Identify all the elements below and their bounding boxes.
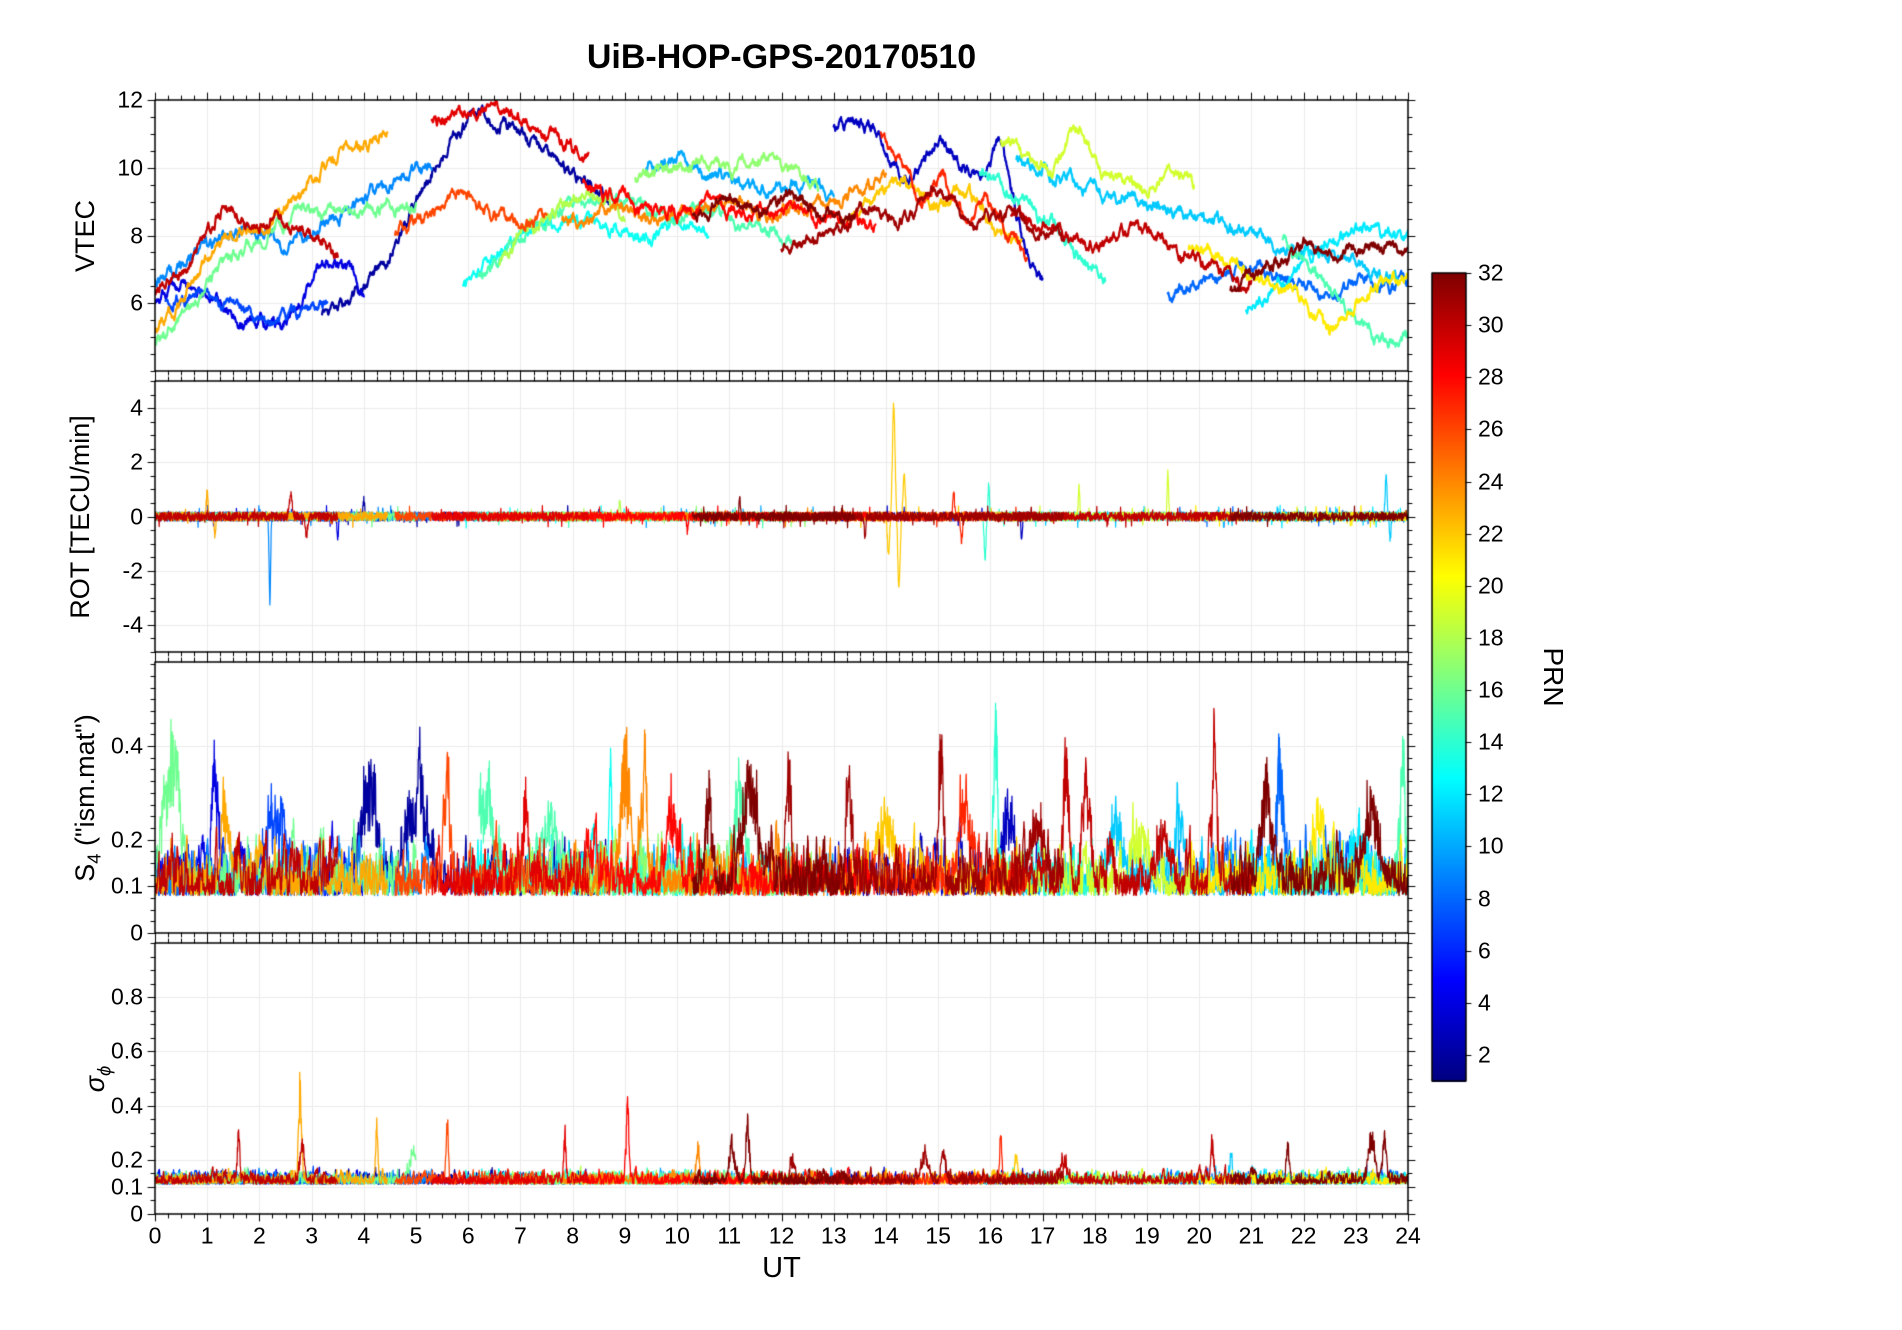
chart-title: UiB-HOP-GPS-20170510 bbox=[586, 38, 977, 76]
x-tick-label: 1 bbox=[200, 1222, 214, 1249]
y-tick-label: 0 bbox=[130, 919, 143, 946]
x-tick-label: 3 bbox=[305, 1222, 319, 1249]
y-tick-label: 0.6 bbox=[111, 1037, 143, 1064]
y-tick-label: 0.8 bbox=[111, 983, 143, 1010]
x-tick-label: 0 bbox=[148, 1222, 162, 1249]
x-tick-label: 8 bbox=[566, 1222, 580, 1249]
colorbar-tick-label: 32 bbox=[1478, 259, 1504, 286]
colorbar-tick-label: 28 bbox=[1478, 363, 1504, 390]
colorbar-tick-label: 10 bbox=[1478, 832, 1504, 859]
x-tick-label: 5 bbox=[409, 1222, 423, 1249]
x-tick-label: 7 bbox=[514, 1222, 527, 1249]
y-tick-label: 12 bbox=[117, 86, 143, 113]
colorbar-tick-label: 2 bbox=[1478, 1041, 1491, 1068]
x-tick-label: 16 bbox=[977, 1222, 1004, 1249]
y-tick-label: 0.1 bbox=[111, 1173, 143, 1200]
y-tick-label: 10 bbox=[117, 154, 143, 181]
y-tick-label: 2 bbox=[130, 448, 143, 475]
y-tick-label: 4 bbox=[130, 394, 143, 421]
y-tick-label: 0 bbox=[130, 1200, 143, 1227]
ylabel-s4-rest: ("ism.mat") bbox=[70, 714, 100, 854]
colorbar-tick-label: 6 bbox=[1478, 937, 1491, 964]
x-tick-label: 13 bbox=[820, 1222, 847, 1249]
colorbar-tick-label: 22 bbox=[1478, 520, 1504, 547]
x-tick-label: 19 bbox=[1134, 1222, 1160, 1249]
x-tick-label: 18 bbox=[1081, 1222, 1108, 1249]
ylabel-sigma-phi: σϕ bbox=[77, 899, 115, 1259]
y-tick-label: 0.2 bbox=[111, 1146, 143, 1173]
colorbar-label: PRN bbox=[1538, 647, 1569, 707]
x-tick-label: 14 bbox=[873, 1222, 899, 1249]
y-tick-label: -2 bbox=[122, 557, 143, 584]
ylabel-sigma-main: σ bbox=[80, 1075, 110, 1093]
colorbar-tick-label: 16 bbox=[1478, 676, 1504, 703]
y-tick-label: 8 bbox=[130, 222, 143, 248]
colorbar-tick-label: 12 bbox=[1478, 780, 1504, 807]
y-tick-label: -4 bbox=[122, 611, 143, 638]
x-tick-label: 11 bbox=[717, 1222, 742, 1249]
colorbar-tick-label: 14 bbox=[1478, 728, 1504, 755]
x-tick-label: 9 bbox=[618, 1222, 632, 1249]
colorbar-tick-label: 18 bbox=[1478, 624, 1504, 651]
x-tick-label: 6 bbox=[461, 1222, 475, 1249]
colorbar-tick-label: 30 bbox=[1478, 311, 1504, 338]
x-tick-label: 21 bbox=[1238, 1222, 1265, 1249]
x-tick-label: 15 bbox=[925, 1222, 951, 1249]
colorbar-tick-label: 4 bbox=[1478, 989, 1491, 1016]
x-tick-label: 23 bbox=[1342, 1222, 1369, 1249]
x-axis-label: UT bbox=[762, 1252, 801, 1284]
x-tick-label: 10 bbox=[664, 1222, 690, 1249]
x-tick-label: 12 bbox=[768, 1222, 795, 1249]
y-tick-label: 0 bbox=[130, 503, 143, 529]
y-tick-label: 0.2 bbox=[111, 826, 143, 853]
ylabel-s4-main: S bbox=[70, 863, 100, 882]
y-tick-label: 0.4 bbox=[111, 732, 143, 759]
colorbar-tick-label: 26 bbox=[1478, 415, 1504, 442]
x-tick-label: 22 bbox=[1290, 1222, 1317, 1249]
x-tick-label: 17 bbox=[1029, 1222, 1056, 1249]
x-tick-label: 20 bbox=[1186, 1222, 1212, 1249]
colorbar-tick-label: 20 bbox=[1478, 572, 1504, 599]
x-tick-label: 2 bbox=[253, 1222, 266, 1249]
x-tick-label: 24 bbox=[1395, 1222, 1421, 1249]
ylabel-sigma-sub: ϕ bbox=[93, 1065, 115, 1076]
ylabel-s4-sub: 4 bbox=[83, 853, 105, 864]
y-tick-label: 0.1 bbox=[111, 872, 143, 899]
x-tick-label: 4 bbox=[357, 1222, 371, 1249]
y-tick-label: 0.4 bbox=[111, 1092, 143, 1119]
colorbar-tick-label: 24 bbox=[1478, 468, 1504, 495]
colorbar-tick-label: 8 bbox=[1478, 885, 1491, 912]
y-tick-label: 6 bbox=[130, 289, 143, 316]
